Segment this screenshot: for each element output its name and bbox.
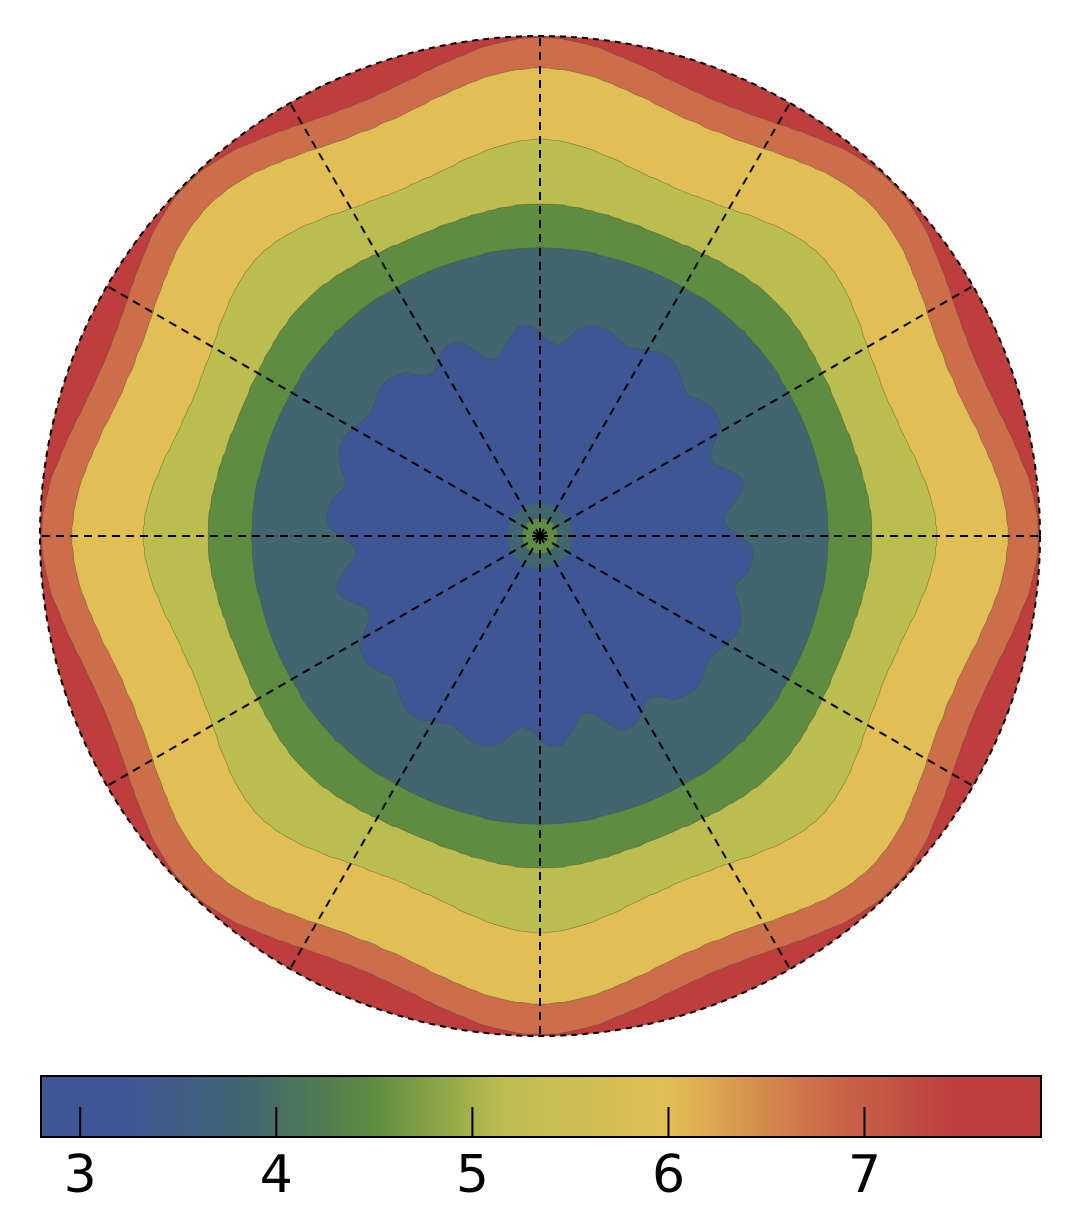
colorbar-scale bbox=[40, 1075, 1042, 1138]
colorbar-tick-label: 5 bbox=[456, 1145, 489, 1205]
colorbar-ticks: 3 4 5 6 7 bbox=[64, 1107, 881, 1205]
disk-outline bbox=[39, 35, 1041, 1037]
colorbar-tick-label: 3 bbox=[64, 1145, 97, 1205]
colorbar-tick-label: 4 bbox=[260, 1145, 293, 1205]
colorbar-tick-label: 6 bbox=[652, 1145, 685, 1205]
colorbar: 3 4 5 6 7 bbox=[40, 1075, 1042, 1205]
colorbar-tick-label: 7 bbox=[848, 1145, 881, 1205]
